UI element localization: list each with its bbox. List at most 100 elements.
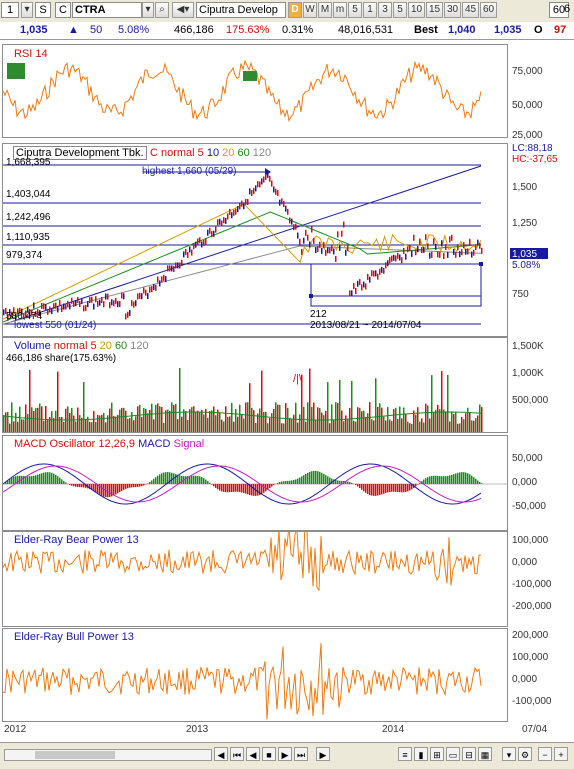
next-icon[interactable]: ▶ [278, 747, 292, 761]
volume-bar [341, 411, 343, 432]
candle [441, 240, 443, 246]
candle [319, 242, 321, 248]
candle [121, 292, 123, 298]
macd-bar [151, 480, 153, 484]
o-value: 97 [554, 24, 566, 36]
scroll-thumb[interactable] [35, 751, 115, 759]
fit-icon[interactable]: ⊞ [430, 747, 444, 761]
candle [97, 301, 99, 307]
last-price: 1,035 [20, 24, 48, 36]
search-icon[interactable]: ⌕ [155, 2, 169, 18]
macd-bar [443, 476, 445, 484]
candle [373, 271, 375, 277]
grid-icon[interactable]: ▦ [478, 747, 492, 761]
menu-number[interactable]: 1 [1, 2, 19, 18]
volume-bar [241, 414, 243, 432]
macd-bar [121, 484, 123, 491]
volume-bar [51, 411, 53, 432]
tile-icon[interactable]: ⊟ [462, 747, 476, 761]
macd-bar [189, 476, 191, 484]
macd-panel: MACD Oscillator 12,26,9 MACD Signal 50,0… [0, 435, 574, 531]
macd-bar [305, 474, 307, 484]
sound-icon[interactable]: ◀▾ [172, 2, 194, 18]
macd-bar [427, 477, 429, 484]
ticker-input[interactable]: CTRA [72, 2, 142, 18]
volume-bar [377, 407, 379, 432]
macd-tick: 0,000 [512, 477, 537, 488]
window-icon[interactable]: ▭ [446, 747, 460, 761]
prev-icon[interactable]: ◀ [246, 747, 260, 761]
period-button[interactable]: 5 [348, 2, 362, 18]
period-button[interactable]: 5 [393, 2, 407, 18]
menu-arrow-icon[interactable]: ▾ [21, 2, 33, 18]
period-button[interactable]: m [333, 2, 347, 18]
macd-bar [199, 476, 201, 484]
s-selector[interactable]: S [35, 2, 51, 18]
volume-bar [189, 409, 191, 432]
macd-bar [101, 484, 103, 496]
macd-bar [319, 472, 321, 484]
bar-chart-icon[interactable]: ▮ [414, 747, 428, 761]
volume-bar [175, 404, 177, 432]
period-button[interactable]: W [303, 2, 317, 18]
period-button[interactable]: 10 [408, 2, 425, 18]
zoom-out-icon[interactable]: − [538, 747, 552, 761]
stop-icon[interactable]: ■ [262, 747, 276, 761]
candle [241, 201, 243, 207]
macd-bar [137, 484, 139, 487]
lc-label: LC:88,18 [512, 143, 553, 154]
signal-label: Signal [174, 438, 205, 450]
period-button[interactable]: D [288, 2, 302, 18]
volume-bar [379, 403, 381, 432]
ticker-dropdown-icon[interactable]: ▾ [142, 2, 154, 18]
macd-bar [313, 471, 315, 484]
volume-bar [213, 406, 215, 432]
period-button[interactable]: 15 [426, 2, 443, 18]
volume-bar [305, 422, 307, 432]
macd-bar [45, 472, 47, 484]
scroll-track[interactable] [4, 749, 212, 761]
volume-bar [325, 411, 327, 432]
volume-bar [39, 404, 41, 432]
macd-bar [387, 484, 389, 492]
period-button[interactable]: 1 [363, 2, 377, 18]
scroll-left-icon[interactable]: ◀ [214, 747, 228, 761]
scroll-down-icon[interactable]: ▾ [502, 747, 516, 761]
rsi-plot[interactable] [2, 44, 508, 138]
candle [283, 201, 285, 207]
volume-bar [157, 403, 159, 432]
volume-bar [355, 422, 357, 432]
menu-icon[interactable]: ≡ [398, 747, 412, 761]
volume-bars [3, 368, 483, 432]
chart-area[interactable]: RSI 14 75,000 50,000 25,000 [0, 40, 574, 742]
candle [361, 284, 363, 290]
macd-bar [283, 481, 285, 484]
last-icon[interactable]: ⏭ [294, 747, 308, 761]
macd-bar [445, 476, 447, 484]
price-plot[interactable] [2, 143, 508, 337]
volume-bar [79, 415, 81, 432]
zoom-in-icon[interactable]: + [554, 747, 568, 761]
price-ma-legend: C normal 5 10 20 60 120 [150, 147, 271, 159]
macd-bar [145, 484, 147, 485]
volume-bar [331, 404, 333, 432]
macd-bar [317, 471, 319, 484]
volume-bar [201, 410, 203, 432]
macd-bar [417, 484, 419, 485]
candle [475, 244, 477, 250]
settings-icon[interactable]: ⚙ [518, 747, 532, 761]
candle [55, 303, 57, 309]
volume-bar [445, 411, 447, 432]
candle [395, 255, 397, 261]
period-button[interactable]: 30 [444, 2, 461, 18]
period-button[interactable]: 45 [462, 2, 479, 18]
candle [251, 190, 253, 196]
first-icon[interactable]: ⏮ [230, 747, 244, 761]
period-button[interactable]: 60 [480, 2, 497, 18]
period-button[interactable]: M [318, 2, 332, 18]
candle [93, 304, 95, 310]
period-button[interactable]: 3 [378, 2, 392, 18]
scroll-right-icon[interactable]: ▶ [316, 747, 330, 761]
c-selector[interactable]: C [55, 2, 71, 18]
candle [137, 293, 139, 299]
